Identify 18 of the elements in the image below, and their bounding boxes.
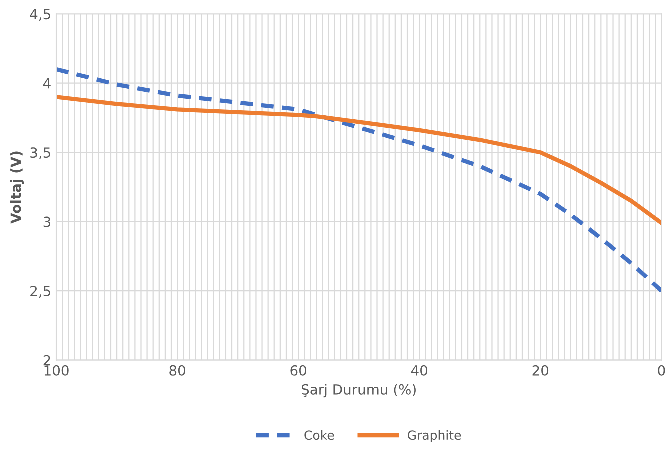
y-tick-label: 3	[44, 216, 51, 228]
x-tick-label: 80	[170, 365, 186, 376]
y-tick-label: 2	[44, 355, 50, 366]
x-tick-label: 40	[411, 365, 428, 376]
y-tick-label: 4	[44, 78, 51, 89]
line-series	[56, 67, 662, 294]
x-tick-label: 100	[44, 365, 69, 376]
y-tick-label: 4,5	[30, 9, 50, 22]
y-tick-label: 3,5	[30, 148, 50, 160]
y-tick-label: 2,5	[30, 286, 50, 298]
x-tick-label: 20	[532, 365, 549, 376]
x-tick-label: 0	[658, 365, 665, 376]
x-axis-title: Şarj Durumu (%)	[302, 384, 416, 398]
legend-label: Coke	[304, 430, 334, 440]
y-axis-title: Voltaj (V)	[10, 152, 24, 224]
legend-label: Graphite	[408, 430, 462, 443]
line-series	[56, 95, 662, 226]
x-tick-label: 60	[290, 365, 306, 376]
